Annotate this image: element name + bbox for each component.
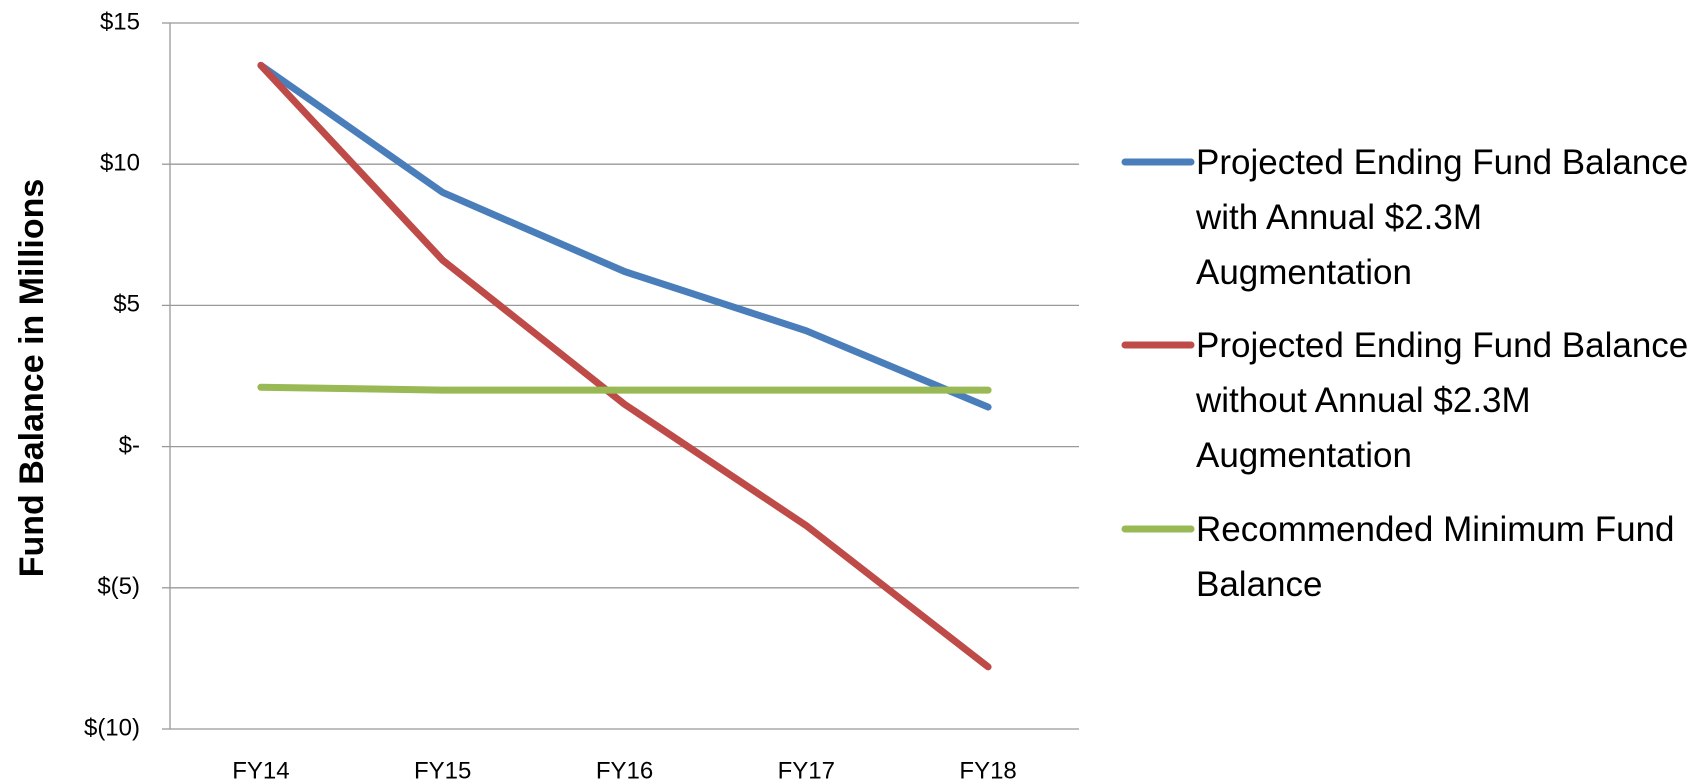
x-tick-label: FY16: [596, 757, 653, 781]
x-tick-label: FY15: [414, 757, 471, 781]
legend-label: Projected Ending Fund Balance without An…: [1196, 326, 1689, 475]
y-tick-label: $(10): [84, 714, 140, 741]
y-tick-label: $5: [113, 291, 140, 318]
legend-label: Recommended Minimum Fund Balance: [1196, 510, 1675, 604]
x-tick-label: FY18: [959, 757, 1016, 781]
series-line: [257, 383, 992, 394]
x-tick-label: FY14: [232, 757, 289, 781]
y-axis-label: Fund Balance in Millions: [13, 179, 51, 578]
legend-label: Projected Ending Fund Balance with Annua…: [1196, 143, 1689, 292]
series-line: [257, 61, 992, 411]
y-tick-label: $-: [119, 432, 140, 459]
series-line: [257, 61, 992, 671]
x-tick-label: FY17: [778, 757, 835, 781]
y-tick-label: $15: [100, 8, 140, 35]
y-tick-label: $(5): [97, 573, 140, 600]
y-tick-label: $10: [100, 150, 140, 177]
